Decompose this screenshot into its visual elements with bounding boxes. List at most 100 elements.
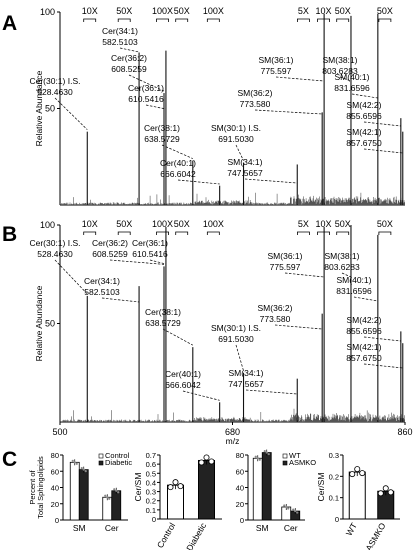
y-axis-label: Relative Abundance (34, 285, 44, 361)
bar (167, 484, 184, 520)
bar (111, 490, 122, 521)
data-point (172, 479, 179, 486)
data-point (285, 505, 288, 509)
y-tick-label: 40 (51, 484, 59, 493)
data-point (283, 504, 286, 507)
peak-leader (162, 328, 193, 346)
data-point (349, 471, 356, 478)
zoom-bracket (156, 231, 169, 235)
peak-label: Cer(36:1) 610.5416 (128, 83, 164, 104)
data-point (108, 497, 111, 500)
zoom-bracket (297, 18, 310, 22)
y-axis-label: Percent ofTotal Sphingolipids (28, 456, 45, 519)
zoom-bracket (175, 18, 189, 22)
legend-label: Diabetic (105, 458, 132, 467)
peak-leader (161, 144, 193, 159)
peak-name: SM(34:1) (229, 368, 264, 378)
peak-mz: 857.6750 (346, 353, 382, 363)
legend-swatch (98, 460, 104, 466)
zoom-bracket (175, 231, 189, 235)
data-point (377, 490, 384, 497)
peak-label: SM(42:1) 857.6750 (346, 127, 382, 148)
peak-leader (182, 390, 220, 401)
data-point (256, 457, 259, 460)
y-tick-label: 0.6 (146, 460, 156, 469)
x-tick-label: WT (344, 521, 359, 537)
zoom-label: 50X (116, 219, 132, 229)
peak-name: SM(30:1) I.S. (211, 323, 261, 333)
y-axis-label: Relative Abundance (34, 70, 44, 146)
data-point (113, 488, 116, 491)
spectrum-noise (60, 192, 405, 205)
peak-mz: 610.5416 (132, 249, 168, 259)
x-tick-label: 680 (225, 427, 240, 437)
zoom-bracket (83, 18, 97, 22)
legend-swatch (98, 453, 104, 459)
x-tick-label: ASMKO (363, 521, 387, 550)
peak-leader (54, 97, 88, 130)
y-tick-label: 80 (51, 451, 59, 460)
peak-mz: 638.5729 (144, 134, 180, 144)
zoom-label: 5X (298, 219, 309, 229)
peak-leader (235, 344, 244, 371)
data-point (294, 509, 297, 513)
peak-leader (177, 179, 220, 185)
data-point (387, 489, 394, 496)
peak-name: SM(42:1) (347, 342, 382, 352)
peak-leader (244, 178, 298, 184)
peak-mz: 608.5259 (111, 64, 147, 74)
zoom-bracket (117, 18, 131, 22)
data-point (267, 452, 270, 456)
y-tick-label: 0.1 (146, 506, 156, 515)
zoom-bracket (317, 18, 330, 22)
y-tick-label: 80 (236, 451, 244, 460)
peak-leader (363, 363, 403, 369)
zoom-bracket (378, 18, 392, 22)
data-point (265, 451, 268, 454)
zoom-bracket (378, 231, 392, 235)
bar (252, 457, 263, 521)
zoom-bracket (206, 18, 220, 22)
peak-mz: 582.5103 (84, 287, 120, 297)
peak-mz: 831.6596 (334, 83, 370, 93)
peak-leader (284, 272, 325, 278)
bar-chart-c4: 0 0.1 0.2 0.3 Cer/SM WT ASMKO (316, 451, 400, 550)
data-point (254, 455, 257, 458)
x-tick-label: Cer (105, 523, 119, 533)
data-point (167, 484, 174, 491)
y-tick-label: 60 (51, 467, 59, 476)
bar (198, 459, 215, 520)
zoom-label: 100X (152, 219, 173, 229)
legend-swatch (282, 460, 288, 466)
peak-leader (351, 93, 378, 99)
spectrum-noise (60, 408, 405, 422)
zoom-bracket (317, 231, 330, 235)
peak-label: SM(40:1) 831.6596 (336, 275, 372, 296)
peak-name: Cer(34:1) (84, 276, 120, 286)
peak-mz: 608.5259 (92, 249, 128, 259)
legend-label: ASMKO (289, 458, 316, 467)
peak-mz: 638.5729 (145, 318, 181, 328)
zoom-bracket (156, 18, 169, 22)
peak-leader (363, 336, 401, 342)
peak-name: SM(40:1) (337, 275, 372, 285)
zoom-label: 50X (335, 6, 351, 16)
data-point (296, 511, 299, 514)
bar-chart-c1: 0 20 40 60 80 Percent ofTotal Sphingolipids SM… (28, 451, 132, 533)
peak-mz: 610.5416 (128, 94, 164, 104)
zoom-label: 100X (203, 6, 224, 16)
peak-mz: 691.5030 (218, 134, 254, 144)
y-tick-label: 0 (55, 516, 59, 525)
peak-mz: 857.6750 (346, 138, 382, 148)
peak-label: Cer(30:1) I.S. 528.4630 (29, 238, 80, 259)
zoom-label: 5X (298, 6, 309, 16)
x-tick-label: Control (155, 521, 177, 550)
peak-name: SM(36:1) (268, 251, 303, 261)
peak-leader (109, 259, 165, 265)
zoom-bracket (206, 231, 220, 235)
peak-name: Cer(38:1) (144, 123, 180, 133)
x-axis-label: m/z (226, 436, 240, 446)
zoom-bracket (336, 18, 350, 22)
peak-name: Cer(36:2) (92, 238, 128, 248)
